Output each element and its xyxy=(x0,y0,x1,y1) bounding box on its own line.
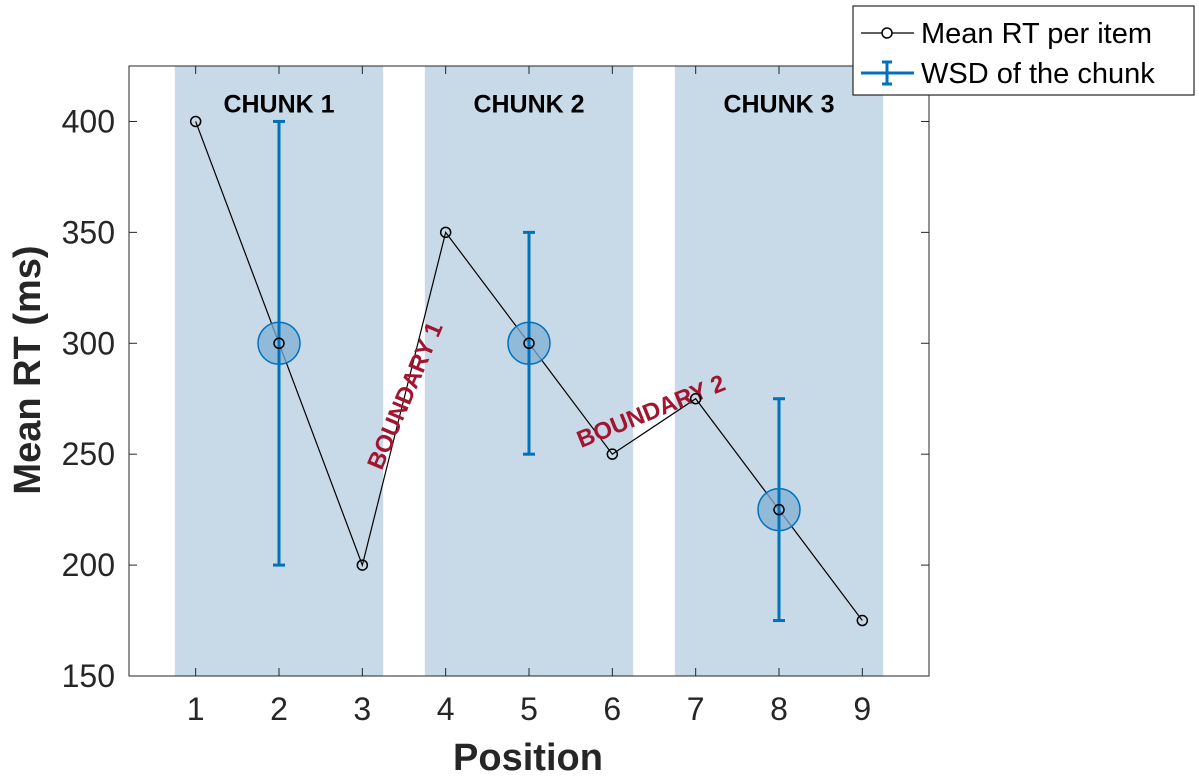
errorbars xyxy=(257,119,801,623)
x-tick-label: 2 xyxy=(270,691,288,727)
y-tick-label: 250 xyxy=(62,436,115,472)
data-point xyxy=(606,448,619,460)
data-point xyxy=(189,115,202,128)
data-point xyxy=(439,226,452,239)
data-point xyxy=(689,392,702,405)
x-tick-label: 1 xyxy=(187,691,205,727)
x-tick-label: 8 xyxy=(770,691,788,727)
data-point xyxy=(356,559,369,571)
y-axis-label: Mean RT (ms) xyxy=(7,245,49,494)
legend-marker-swatch xyxy=(881,27,893,39)
series-points xyxy=(189,115,869,627)
chunk-labels: CHUNK 1 CHUNK 2 CHUNK 3 xyxy=(223,91,834,119)
data-point xyxy=(773,503,785,516)
x-tick-label: 4 xyxy=(437,691,455,727)
x-axis-label: Position xyxy=(453,737,603,778)
chunk-label-3: CHUNK 3 xyxy=(723,91,834,119)
x-tick-label: 7 xyxy=(687,691,705,727)
legend-box xyxy=(852,5,1195,96)
legend-label-mean-rt: Mean RT per item xyxy=(921,18,1152,50)
y-axis-ticks: 150 200 250 300 350 400 xyxy=(62,103,929,694)
y-tick-label: 150 xyxy=(62,658,115,694)
legend-label-wsd: WSD of the chunk xyxy=(921,58,1155,90)
x-axis-ticks: 1 2 3 4 5 6 7 8 9 xyxy=(187,66,871,727)
data-point xyxy=(523,337,535,350)
chunk-label-1: CHUNK 1 xyxy=(223,91,334,119)
data-point xyxy=(273,337,285,350)
y-tick-label: 200 xyxy=(62,547,115,583)
x-tick-label: 9 xyxy=(853,691,871,727)
y-tick-label: 400 xyxy=(62,103,115,139)
x-tick-label: 3 xyxy=(353,691,371,727)
x-tick-label: 6 xyxy=(603,691,621,727)
y-tick-label: 300 xyxy=(62,325,115,361)
y-tick-label: 350 xyxy=(62,214,115,250)
legend: Mean RT per item WSD of the chunk xyxy=(852,5,1195,96)
chunk-label-2: CHUNK 2 xyxy=(473,91,584,119)
x-tick-label: 5 xyxy=(520,691,538,727)
data-point xyxy=(856,614,869,627)
